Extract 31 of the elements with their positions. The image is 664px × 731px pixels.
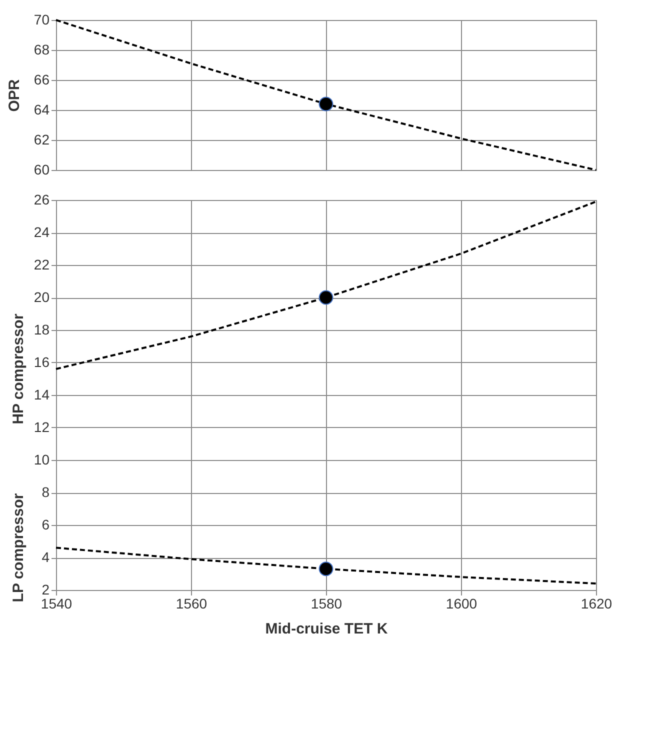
x-tick-label: 1600 <box>446 596 478 612</box>
y-tick-label: 26 <box>34 192 50 208</box>
y-tick-label: 18 <box>34 322 50 338</box>
y-tick-label: 10 <box>34 452 50 468</box>
y-tick-label: 22 <box>34 256 50 272</box>
y-tick-label: 8 <box>42 484 50 500</box>
line-series <box>55 546 597 584</box>
y-tick-label: 64 <box>34 102 50 118</box>
y-tick-label: 62 <box>34 132 50 148</box>
y-tick-label: 20 <box>34 289 50 305</box>
y-tick-label: 66 <box>34 72 50 88</box>
line-series <box>55 19 597 171</box>
x-tick-label: 1560 <box>176 596 208 612</box>
y-tick-label: 12 <box>34 419 50 435</box>
x-axis-title: Mid-cruise TET K <box>265 620 388 638</box>
y-tick-label: 16 <box>34 354 50 370</box>
y-tick-label: 68 <box>34 42 50 58</box>
line-series <box>55 200 597 370</box>
y-tick-label: 14 <box>34 386 50 402</box>
text: HP compressor <box>10 314 27 424</box>
x-tick-label: 1580 <box>310 596 342 612</box>
x-tick-label: 1540 <box>40 596 72 612</box>
y-axis-title: OPR <box>6 79 23 112</box>
y-tick-label: 2 <box>42 582 50 598</box>
x-tick-label: 1620 <box>580 596 612 612</box>
text: LP compressor <box>10 493 27 602</box>
y-tick-label: 70 <box>34 12 50 28</box>
y-tick-label: 24 <box>34 224 50 240</box>
y-tick-label: 60 <box>34 162 50 178</box>
y-tick-label: 6 <box>42 516 50 532</box>
y-tick-label: 4 <box>42 549 50 565</box>
